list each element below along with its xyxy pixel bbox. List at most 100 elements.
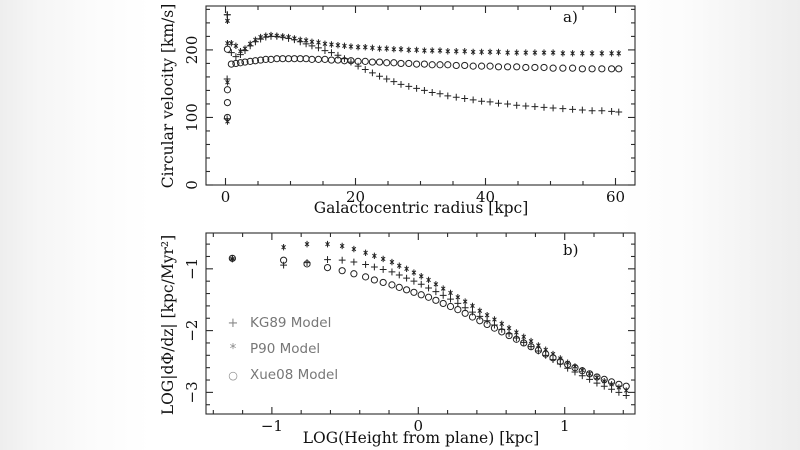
marker-star [363, 249, 368, 256]
marker-plus [444, 92, 452, 100]
x-tick-label: 20 [346, 188, 365, 206]
marker-plus [447, 295, 454, 303]
marker-star [514, 49, 520, 56]
marker-circle [436, 61, 444, 69]
marker-plus [504, 100, 511, 108]
marker-star [225, 79, 230, 86]
marker-plus [598, 107, 606, 115]
series-* [225, 17, 230, 125]
marker-circle [388, 281, 396, 289]
marker-circle [262, 55, 270, 63]
marker-circle [246, 57, 254, 65]
series-+ [228, 255, 630, 399]
marker-plus [432, 288, 440, 296]
marker-circle [347, 57, 355, 65]
marker-star [384, 45, 390, 52]
marker-circle [622, 382, 630, 390]
marker-circle [296, 55, 304, 63]
marker-circle [379, 278, 387, 287]
marker-star [440, 285, 446, 292]
marker-star [225, 17, 230, 25]
marker-circle [251, 57, 259, 65]
x-tick-label: 60 [606, 188, 625, 206]
marker-plus [347, 58, 355, 66]
series-* [225, 17, 622, 57]
marker-circle [413, 60, 421, 68]
marker-circle [534, 346, 542, 354]
marker-plus [588, 107, 596, 115]
marker-star [609, 381, 614, 388]
marker-circle [308, 55, 316, 63]
marker-star [521, 333, 527, 340]
marker-plus [452, 93, 460, 101]
marker-star [335, 41, 341, 49]
marker-circle [461, 309, 469, 317]
marker-plus [593, 379, 601, 387]
marker-star [499, 320, 505, 328]
marker-star [329, 41, 334, 48]
marker-star [322, 40, 328, 48]
marker-circle [527, 343, 535, 351]
marker-star [414, 46, 419, 54]
marker-plus [436, 90, 444, 98]
marker-circle [615, 65, 623, 73]
panel-a-frame [205, 5, 636, 186]
marker-plus [395, 271, 403, 279]
marker-plus [578, 106, 586, 114]
marker-plus [362, 261, 369, 268]
marker-star [253, 36, 258, 43]
marker-circle [483, 320, 491, 329]
marker-circle [279, 55, 287, 63]
marker-circle [432, 296, 440, 304]
marker-star [496, 48, 501, 56]
marker-star [601, 378, 607, 385]
marker-plus [390, 78, 398, 86]
y-tick-label: −2 [183, 320, 201, 342]
marker-star [389, 258, 395, 266]
marker-circle [290, 55, 298, 63]
marker-plus [425, 284, 432, 292]
marker-star [380, 255, 386, 263]
marker-circle [439, 299, 447, 308]
marker-circle [223, 86, 232, 94]
marker-star [418, 273, 424, 280]
marker-circle [280, 256, 288, 264]
marker-plus [227, 49, 235, 57]
marker-star [309, 38, 315, 45]
marker-plus [410, 277, 418, 285]
marker-plus [354, 62, 362, 70]
y-tick-label: −1 [183, 258, 201, 280]
marker-star [274, 32, 280, 39]
marker-circle [615, 380, 623, 388]
marker-plus [522, 102, 530, 110]
marker-circle [608, 65, 616, 73]
marker-star [429, 47, 435, 54]
marker-plus [403, 274, 410, 282]
marker-star [406, 46, 412, 54]
marker-circle [564, 360, 572, 369]
marker-circle [593, 373, 601, 381]
x-tick-label: 0 [221, 188, 231, 206]
marker-star [303, 37, 309, 44]
marker-circle [361, 57, 369, 65]
marker-plus [454, 300, 462, 307]
marker-circle [284, 55, 293, 63]
marker-star [477, 307, 483, 315]
marker-plus [615, 108, 623, 116]
marker-circle [350, 270, 358, 278]
marker-star [609, 50, 614, 57]
marker-star [543, 346, 549, 353]
marker-circle [542, 350, 550, 358]
marker-circle [512, 335, 521, 343]
marker-circle [600, 375, 608, 384]
marker-star [325, 240, 330, 248]
marker-circle [520, 339, 528, 347]
marker-circle [461, 61, 469, 70]
marker-circle [469, 62, 477, 70]
marker-star [589, 50, 595, 57]
marker-circle [607, 378, 616, 386]
marker-plus [338, 256, 346, 264]
marker-circle [314, 55, 323, 63]
marker-star [286, 33, 291, 41]
marker-circle [354, 57, 362, 65]
